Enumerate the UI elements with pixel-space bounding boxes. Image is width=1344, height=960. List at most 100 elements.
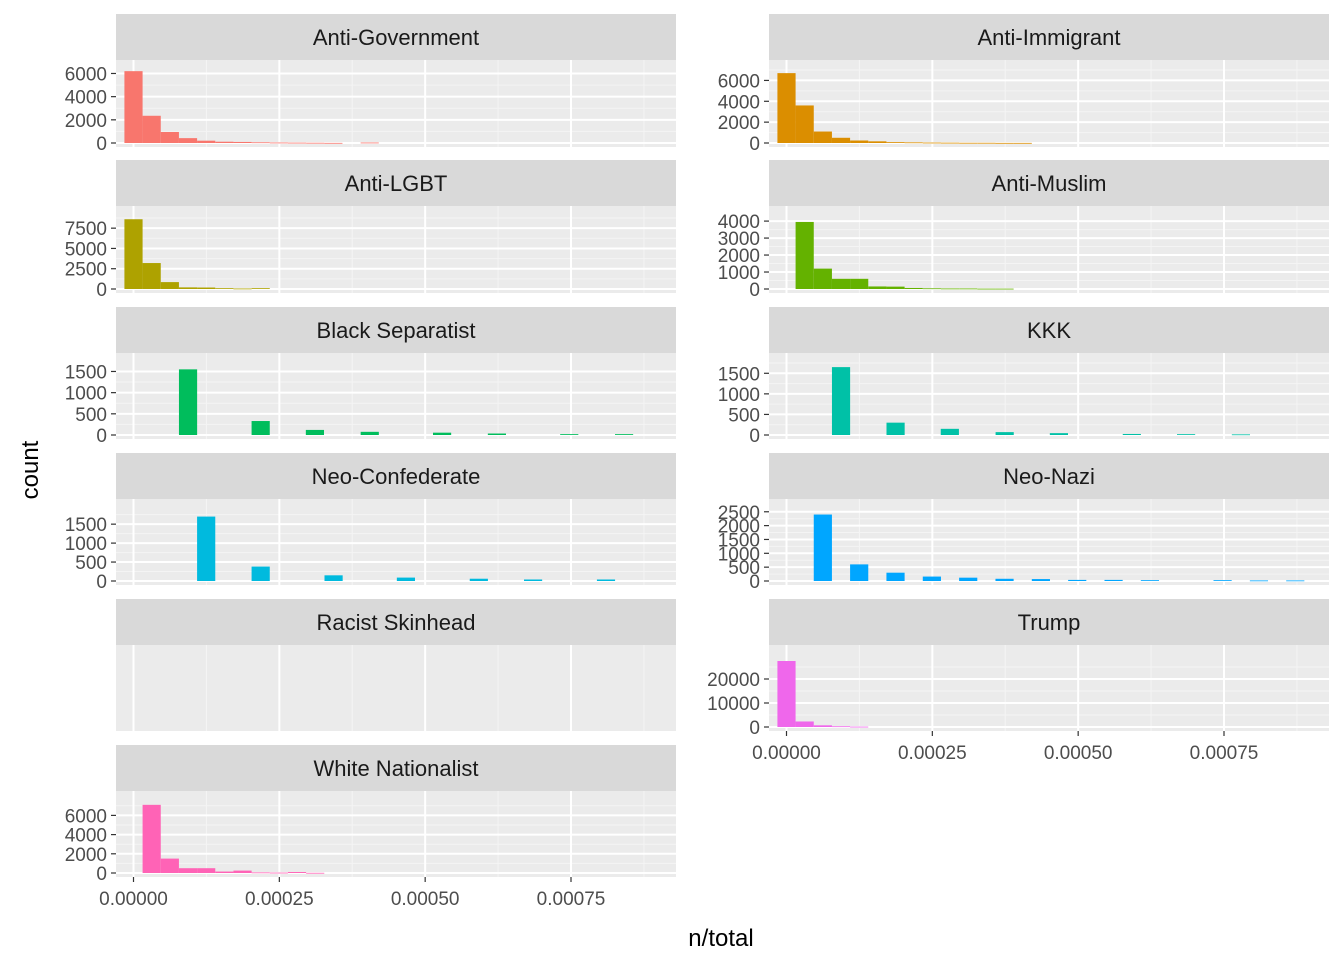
- histogram-bar: [324, 575, 343, 581]
- y-tick-label: 1500: [718, 364, 760, 385]
- histogram-bar: [197, 868, 216, 873]
- y-tick-label: 500: [728, 558, 760, 579]
- facet-title: Neo-Confederate: [312, 464, 481, 489]
- facet-strip: [769, 307, 1329, 353]
- histogram-bar: [1140, 580, 1160, 581]
- histogram-bar: [306, 872, 325, 874]
- histogram-bar: [251, 566, 270, 581]
- facet-strip: [116, 453, 676, 499]
- facet-title: KKK: [1027, 318, 1071, 343]
- y-tick-label: 7500: [65, 219, 107, 240]
- histogram-bar: [850, 140, 869, 143]
- histogram-bar: [178, 868, 198, 873]
- y-tick-label: 6000: [65, 806, 107, 827]
- y-tick-label: 1500: [65, 362, 107, 383]
- x-tick-label: 0.00000: [99, 889, 168, 910]
- x-tick-label: 0.00075: [1190, 743, 1259, 764]
- y-tick-label: 2000: [718, 517, 760, 538]
- facet-strip: [116, 745, 676, 791]
- y-tick-label: 2500: [718, 503, 760, 524]
- histogram-bar: [233, 141, 252, 143]
- histogram-bar: [469, 578, 488, 581]
- facet-trump: Trump 0 10000 20000 0.00000 0.00025 0.00050 0.0…: [707, 599, 1329, 764]
- histogram-bar: [995, 288, 1014, 290]
- histogram-bar: [777, 661, 796, 727]
- y-tick-label: 0: [96, 134, 107, 155]
- histogram-bar: [886, 422, 905, 435]
- histogram-bar: [995, 578, 1014, 581]
- histogram-bar: [197, 140, 216, 143]
- histogram-bar: [831, 726, 851, 728]
- y-tick-label: 4000: [718, 212, 760, 233]
- facet-title: Anti-Muslim: [992, 171, 1107, 196]
- facet-strip: [116, 307, 676, 353]
- histogram-bar: [795, 105, 814, 143]
- histogram-bar: [922, 576, 941, 581]
- y-tick-label: 1000: [718, 544, 760, 565]
- y-tick-label: 1000: [65, 534, 107, 555]
- histogram-bar: [868, 286, 887, 289]
- histogram-bar: [959, 288, 978, 290]
- histogram-bar: [178, 369, 198, 435]
- histogram-bar: [160, 858, 179, 873]
- facet-title: Black Separatist: [317, 318, 476, 343]
- x-tick-label: 0.00025: [898, 743, 967, 764]
- histogram-bar: [1213, 580, 1232, 581]
- y-tick-label: 1000: [718, 385, 760, 406]
- y-tick-label: 0: [749, 280, 760, 301]
- facet-strip: [769, 14, 1329, 60]
- histogram-bar: [142, 263, 161, 289]
- histogram-bar: [287, 872, 307, 873]
- x-tick-label: 0.00050: [1044, 743, 1113, 764]
- y-tick-label: 10000: [707, 694, 760, 715]
- x-tick-label: 0.00050: [391, 889, 460, 910]
- histogram-bar: [215, 141, 234, 143]
- histogram-bar: [1176, 434, 1196, 435]
- histogram-bar: [850, 726, 869, 728]
- panel-background: [769, 353, 1329, 439]
- y-tick-label: 2000: [65, 111, 107, 132]
- histogram-bar: [1068, 579, 1087, 581]
- histogram-bar: [251, 142, 270, 144]
- histogram-bar: [977, 142, 996, 144]
- panel-background: [116, 353, 676, 439]
- histogram-bar: [396, 577, 416, 581]
- y-tick-label: 0: [749, 572, 760, 593]
- histogram-bar: [977, 288, 996, 290]
- histogram-bar: [614, 434, 634, 435]
- histogram-bar: [305, 429, 325, 435]
- histogram-bar: [922, 288, 941, 290]
- histogram-bar: [1286, 580, 1305, 582]
- y-tick-label: 2500: [65, 260, 107, 281]
- y-tick-label: 3000: [718, 229, 760, 250]
- y-tick-label: 2000: [718, 246, 760, 267]
- facet-strip: [116, 599, 676, 645]
- histogram-bar: [922, 142, 941, 144]
- histogram-bar: [233, 870, 252, 873]
- histogram-bar: [142, 115, 161, 143]
- histogram-bar: [850, 564, 869, 581]
- histogram-bar: [813, 131, 832, 143]
- histogram-bar: [1104, 579, 1123, 581]
- y-tick-label: 20000: [707, 670, 760, 691]
- y-tick-label: 1500: [65, 515, 107, 536]
- y-tick-label: 5000: [65, 239, 107, 260]
- facet-title: Anti-Immigrant: [977, 25, 1120, 50]
- facet-title: White Nationalist: [313, 756, 478, 781]
- histogram-bar: [360, 431, 379, 435]
- histogram-bar: [306, 142, 325, 144]
- histogram-bar: [160, 131, 179, 143]
- histogram-bar: [178, 287, 198, 289]
- y-tick-label: 500: [75, 405, 107, 426]
- facet-title: Racist Skinhead: [317, 610, 476, 635]
- histogram-bar: [995, 142, 1014, 144]
- histogram-bar: [831, 367, 851, 435]
- histogram-bar: [940, 428, 959, 435]
- histogram-bar: [1249, 580, 1269, 582]
- panel-background: [116, 206, 676, 293]
